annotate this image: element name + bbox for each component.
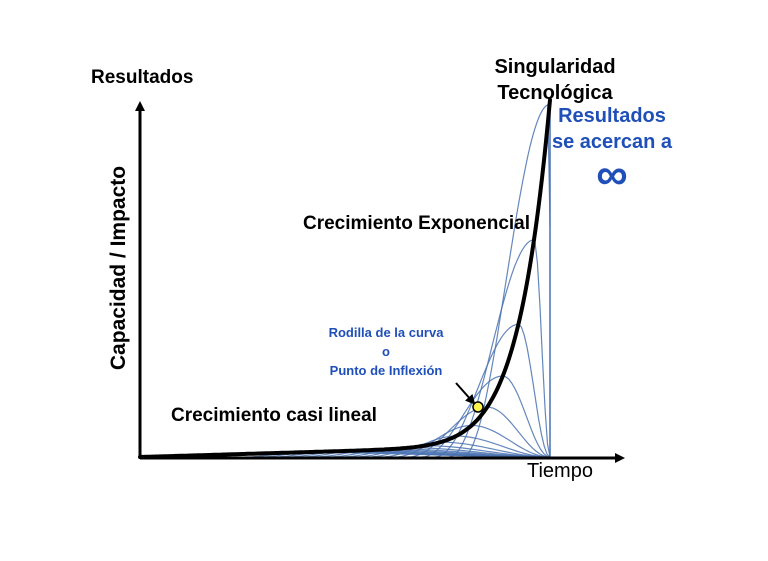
mesh-curve	[462, 103, 551, 458]
y-axis-side-label: Capacidad / Impacto	[107, 165, 130, 371]
linear-growth-label: Crecimiento casi lineal	[171, 405, 377, 426]
approach-line-1: Resultados	[558, 105, 666, 127]
mesh-curve	[421, 375, 551, 458]
approach-line-2: se acercan a	[551, 131, 673, 153]
singularity-label: Singularidad Tecnológica	[494, 54, 615, 106]
x-axis-label: Tiempo	[527, 460, 593, 482]
knee-line-2: o	[382, 344, 390, 359]
mesh-curve	[367, 441, 551, 458]
inflection-point-dot	[472, 401, 484, 413]
mesh-curve	[353, 445, 550, 458]
mesh-curve	[448, 239, 551, 458]
inflection-pointer-arrow	[455, 382, 476, 405]
inflection-point-label: Rodilla de la curva o Punto de Inflexión	[329, 323, 444, 380]
decay-curves-mesh	[244, 100, 551, 458]
knee-line-3: Punto de Inflexión	[329, 363, 443, 378]
singularity-line-1: Singularidad	[494, 56, 616, 78]
exponential-growth-label: Crecimiento Exponencial	[303, 213, 531, 234]
knee-line-1: Rodilla de la curva	[328, 325, 444, 340]
mesh-curve	[340, 447, 550, 458]
exponential-growth-curve	[138, 98, 552, 459]
mesh-curve	[435, 323, 551, 458]
approach-infinity-label: Resultados se acercan a ∞	[551, 103, 673, 199]
y-axis-title: Resultados	[91, 67, 194, 88]
singularity-line-2: Tecnológica	[497, 82, 613, 104]
infinity-symbol: ∞	[596, 150, 628, 199]
